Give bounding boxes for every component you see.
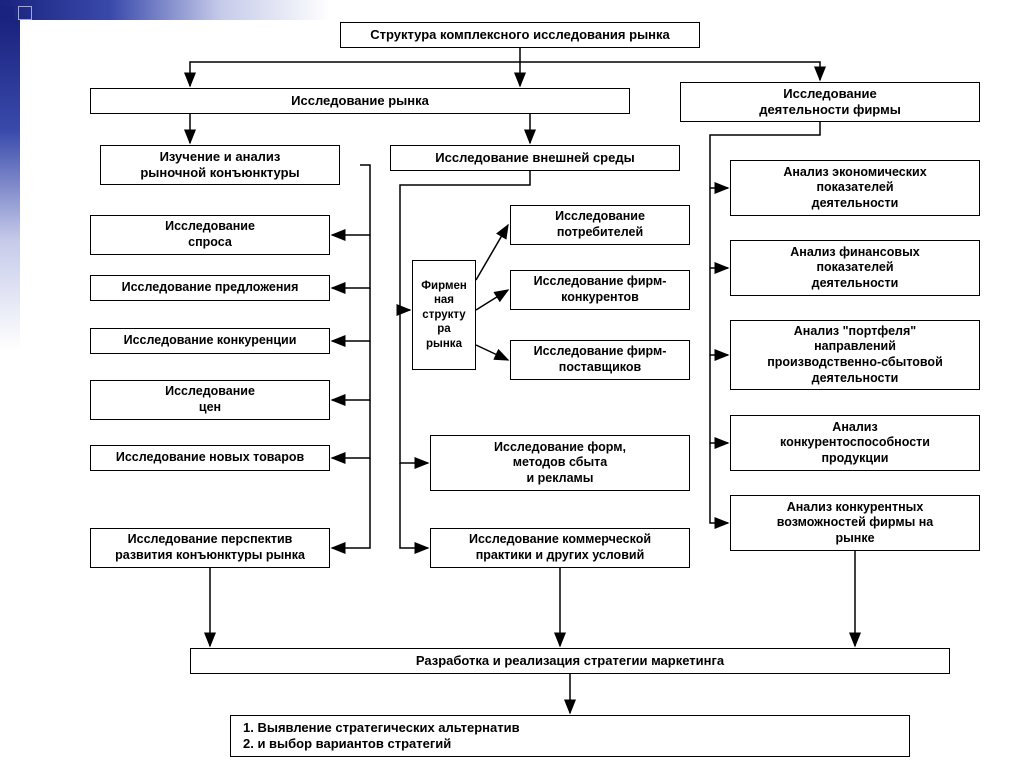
box-sales-methods: Исследование форм, методов сбыта и рекла…: [430, 435, 690, 491]
box-perspectives: Исследование перспектив развития конъюнк…: [90, 528, 330, 568]
box-supply: Исследование предложения: [90, 275, 330, 301]
box-consumers: Исследование потребителей: [510, 205, 690, 245]
decorative-side-gradient: [0, 20, 20, 350]
box-prices: Исследование цен: [90, 380, 330, 420]
box-commercial-practice: Исследование коммерческой практики и дру…: [430, 528, 690, 568]
box-competitor-firms: Исследование фирм- конкурентов: [510, 270, 690, 310]
box-research-market: Исследование рынка: [90, 88, 630, 114]
box-competition: Исследование конкуренции: [90, 328, 330, 354]
box-supplier-firms: Исследование фирм- поставщиков: [510, 340, 690, 380]
box-external-env: Исследование внешней среды: [390, 145, 680, 171]
box-analysis-conjuncture: Изучение и анализ рыночной конъюнктуры: [100, 145, 340, 185]
box-research-firm: Исследование деятельности фирмы: [680, 82, 980, 122]
box-competitive-opportunities: Анализ конкурентных возможностей фирмы н…: [730, 495, 980, 551]
box-portfolio: Анализ "портфеля" направлений производст…: [730, 320, 980, 390]
box-strategy: Разработка и реализация стратегии маркет…: [190, 648, 950, 674]
box-econ-indicators: Анализ экономических показателей деятель…: [730, 160, 980, 216]
box-firm-structure: Фирмен ная структу ра рынка: [412, 260, 476, 370]
box-new-goods: Исследование новых товаров: [90, 445, 330, 471]
box-financial-indicators: Анализ финансовых показателей деятельнос…: [730, 240, 980, 296]
box-competitiveness: Анализ конкурентоспособности продукции: [730, 415, 980, 471]
box-title: Структура комплексного исследования рынк…: [340, 22, 700, 48]
flowchart-diagram: Структура комплексного исследования рынк…: [60, 10, 1020, 765]
box-alternatives: 1. Выявление стратегических альтернатив …: [230, 715, 910, 757]
box-demand: Исследование спроса: [90, 215, 330, 255]
